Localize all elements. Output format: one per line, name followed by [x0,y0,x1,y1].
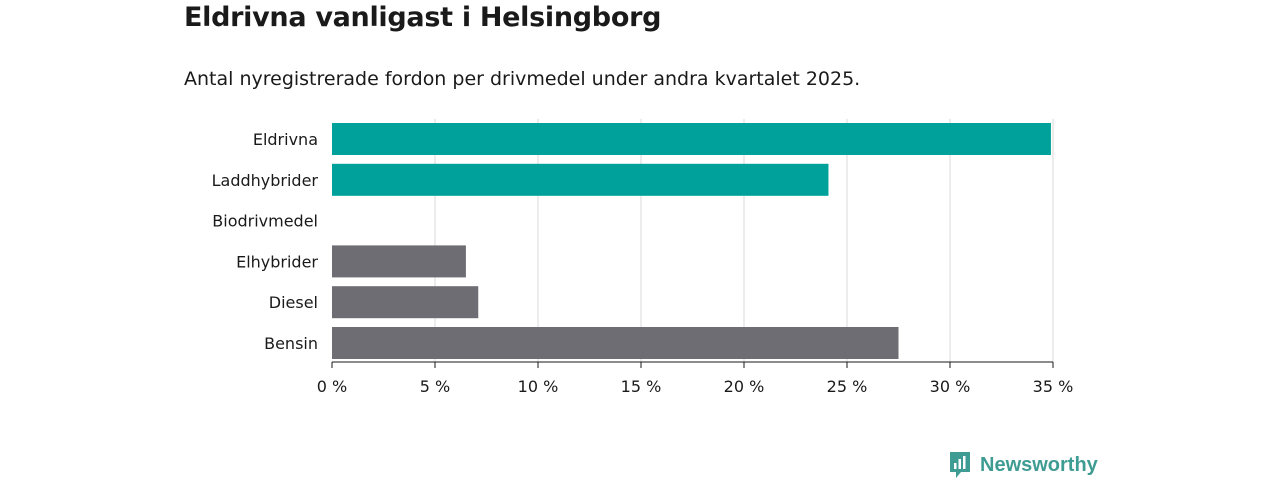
x-tick-label: 20 % [724,377,765,396]
x-tick-label: 0 % [317,377,347,396]
x-tick-label: 5 % [420,377,450,396]
x-tick-label: 15 % [621,377,662,396]
category-label: Elhybrider [236,252,318,271]
x-tick-label: 30 % [930,377,971,396]
bar [332,327,899,359]
newsworthy-logo-icon [950,452,970,478]
x-tick-label: 10 % [518,377,559,396]
brand-name: Newsworthy [980,453,1098,476]
category-label: Laddhybrider [212,171,319,190]
bar [332,286,479,319]
bar [332,123,1051,155]
category-label: Bensin [264,334,318,353]
category-label: Eldrivna [253,130,318,149]
category-label: Diesel [269,293,318,312]
x-tick-label: 35 % [1033,377,1074,396]
category-label: Biodrivmedel [212,212,318,231]
chart-subtitle: Antal nyregistrerade fordon per drivmede… [184,68,861,90]
chart-title: Eldrivna vanligast i Helsingborg [184,2,662,33]
bar [332,245,466,278]
x-tick-label: 25 % [827,377,868,396]
bar [332,163,829,196]
brand-logo: Newsworthy [948,450,1098,480]
